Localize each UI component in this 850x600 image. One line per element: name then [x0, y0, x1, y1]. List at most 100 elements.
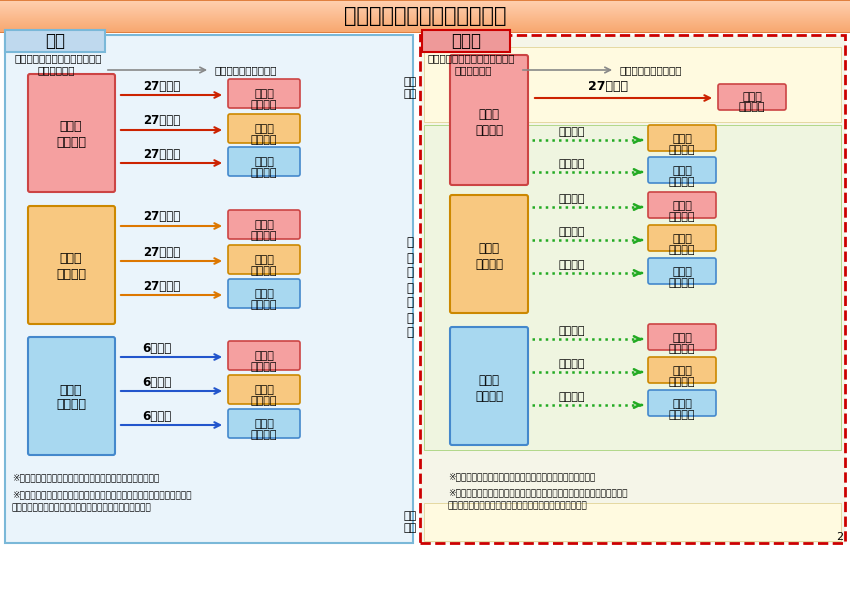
FancyBboxPatch shape	[228, 79, 300, 108]
Text: ワクチン: ワクチン	[251, 135, 277, 145]
Text: ワクチン: ワクチン	[739, 102, 765, 112]
Bar	[424, 47, 841, 122]
FancyBboxPatch shape	[648, 125, 716, 151]
Text: 6日以上: 6日以上	[142, 409, 172, 422]
Text: ワクチン: ワクチン	[669, 177, 695, 187]
Text: ※　特に医師が認めた場合、同時接種は行うことができる。: ※ 特に医師が認めた場合、同時接種は行うことができる。	[448, 473, 595, 481]
Bar	[0, 13, 850, 14]
Bar	[0, 12, 850, 13]
Text: 注射生: 注射生	[254, 89, 274, 99]
Text: 注射生: 注射生	[479, 109, 500, 121]
Text: 経口生: 経口生	[672, 234, 692, 244]
Text: 6日以上: 6日以上	[142, 376, 172, 389]
Text: 次に接種するワクチン: 次に接種するワクチン	[215, 65, 277, 75]
Text: ワクチン: ワクチン	[251, 266, 277, 276]
Text: 次に接種するワクチン: 次に接種するワクチン	[620, 65, 683, 75]
Bar	[0, 22, 850, 23]
Text: 27日以上: 27日以上	[144, 211, 180, 223]
Bar	[0, 2, 850, 3]
Text: 経口生: 経口生	[254, 385, 274, 395]
FancyBboxPatch shape	[648, 258, 716, 284]
Text: 経口生: 経口生	[254, 124, 274, 134]
Text: ※　小児肺炎球菌やロタワクチンなど同一ワクチンを複数回接種する必要: ※ 小児肺炎球菌やロタワクチンなど同一ワクチンを複数回接種する必要	[448, 488, 627, 497]
Text: がある場合、接種間隔の制限は添付文書に従うこと。: がある場合、接種間隔の制限は添付文書に従うこと。	[448, 502, 587, 511]
Text: 不活化: 不活化	[672, 267, 692, 277]
Text: ワクチン: ワクチン	[669, 245, 695, 255]
Text: ワクチン: ワクチン	[56, 398, 86, 412]
Bar	[0, 19, 850, 20]
Bar	[0, 29, 850, 30]
FancyBboxPatch shape	[648, 157, 716, 183]
Text: 27日以上: 27日以上	[144, 79, 180, 92]
FancyBboxPatch shape	[228, 210, 300, 239]
Bar	[420, 35, 845, 543]
FancyBboxPatch shape	[450, 195, 528, 313]
Bar	[0, 20, 850, 21]
Text: 不活化: 不活化	[60, 383, 82, 397]
Text: 制限なし: 制限なし	[558, 194, 586, 204]
Text: ワクチン: ワクチン	[251, 100, 277, 110]
Text: 不活化: 不活化	[254, 157, 274, 167]
Text: 接種ワクチン: 接種ワクチン	[455, 65, 492, 75]
FancyBboxPatch shape	[450, 327, 528, 445]
Text: ワクチン: ワクチン	[669, 145, 695, 155]
Text: 27日以上: 27日以上	[144, 148, 180, 160]
FancyBboxPatch shape	[228, 279, 300, 308]
Text: 制限なし: 制限なし	[558, 392, 586, 402]
Bar	[0, 8, 850, 9]
Bar	[0, 15, 850, 16]
Text: ワクチン: ワクチン	[251, 168, 277, 178]
Bar	[422, 30, 510, 52]
Text: 不活化: 不活化	[672, 166, 692, 176]
Text: ※　特に医師が認めた場合、同時接種は行うことができる。: ※ 特に医師が認めた場合、同時接種は行うことができる。	[12, 473, 159, 482]
Bar	[0, 7, 850, 8]
FancyBboxPatch shape	[28, 206, 115, 324]
FancyBboxPatch shape	[228, 341, 300, 370]
Text: 注射生: 注射生	[60, 121, 82, 133]
Text: 27日以上: 27日以上	[144, 280, 180, 292]
Text: ワクチン: ワクチン	[669, 410, 695, 420]
Text: ※　小児肺炎球菌やロタワクチンなど同一ワクチンを複数回接種する必要: ※ 小児肺炎球菌やロタワクチンなど同一ワクチンを複数回接種する必要	[12, 491, 191, 499]
Text: 注射生: 注射生	[672, 333, 692, 343]
Text: 制限なし: 制限なし	[558, 326, 586, 336]
Bar	[0, 0, 850, 1]
Bar	[0, 6, 850, 7]
Text: 注射生: 注射生	[254, 220, 274, 230]
Text: 経口生: 経口生	[254, 255, 274, 265]
Text: 経口生: 経口生	[672, 366, 692, 376]
Text: 2: 2	[836, 532, 843, 542]
Bar	[0, 11, 850, 12]
Text: ワクチン: ワクチン	[251, 396, 277, 406]
FancyBboxPatch shape	[228, 114, 300, 143]
Bar	[0, 16, 850, 17]
Bar	[5, 35, 413, 543]
Bar	[0, 24, 850, 25]
Bar	[0, 27, 850, 28]
Bar	[0, 31, 850, 32]
Text: 現行
通り: 現行 通り	[404, 77, 416, 99]
Text: ワクチン: ワクチン	[251, 300, 277, 310]
Text: 6日以上: 6日以上	[142, 341, 172, 355]
Text: 27日以上: 27日以上	[144, 115, 180, 127]
Text: ワクチン: ワクチン	[669, 278, 695, 288]
FancyBboxPatch shape	[228, 245, 300, 274]
Text: 現行
通り: 現行 通り	[404, 511, 416, 533]
Text: ワクチン: ワクチン	[669, 344, 695, 354]
Text: 制限なし: 制限なし	[558, 159, 586, 169]
FancyBboxPatch shape	[648, 357, 716, 383]
Text: 制限なし: 制限なし	[558, 127, 586, 137]
Bar	[424, 125, 841, 450]
Text: ワクチン: ワクチン	[56, 136, 86, 148]
Text: ワクチン: ワクチン	[251, 362, 277, 372]
FancyBboxPatch shape	[648, 390, 716, 416]
Bar	[0, 18, 850, 19]
FancyBboxPatch shape	[450, 55, 528, 185]
Bar	[0, 0, 850, 1]
Text: ＜異なるワクチンの接種間隔＞: ＜異なるワクチンの接種間隔＞	[428, 53, 515, 63]
Text: 制限なし: 制限なし	[558, 227, 586, 237]
FancyBboxPatch shape	[28, 337, 115, 455]
Text: 経口生: 経口生	[672, 134, 692, 144]
Bar	[0, 25, 850, 26]
FancyBboxPatch shape	[228, 409, 300, 438]
Text: ワクチン: ワクチン	[251, 231, 277, 241]
